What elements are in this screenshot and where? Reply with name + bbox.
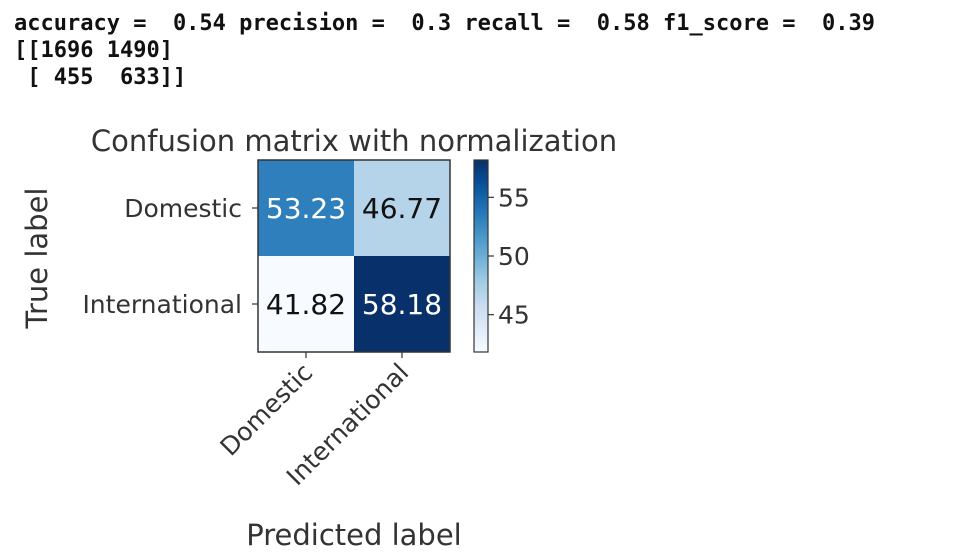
y-tick-labels: Domestic International [82, 194, 258, 319]
y-tick-label: International [82, 290, 242, 319]
matrix-border [257, 159, 451, 353]
x-tick-label: Domestic [214, 358, 318, 462]
y-axis-label: True label [20, 188, 54, 330]
cell-value-label: 58.18 [362, 288, 442, 321]
cell-value-label: 46.77 [362, 192, 442, 225]
matrix-line-1: [[1696 1490] [14, 38, 173, 63]
cell-value-label: 53.23 [266, 192, 346, 225]
colorbar: 45 50 55 [473, 159, 530, 353]
matrix-line-2: [ 455 633]] [14, 65, 187, 90]
y-tick-label: Domestic [124, 194, 242, 223]
colorbar-tick-label: 55 [498, 183, 530, 212]
colorbar-ticks: 45 50 55 [488, 183, 530, 330]
heatmap-cell [354, 256, 450, 352]
heatmap-cell-labels: 53.23 46.77 41.82 58.18 [266, 192, 442, 321]
colorbar-tick-label: 50 [498, 242, 530, 271]
heatmap-cell [354, 160, 450, 256]
heatmap-cell [258, 256, 354, 352]
console-output: accuracy = 0.54 precision = 0.3 recall =… [14, 10, 875, 91]
heatmap-cells [258, 160, 450, 352]
heatmap-cell [258, 160, 354, 256]
colorbar-tick-label: 45 [498, 301, 530, 330]
x-axis-label: Predicted label [246, 518, 462, 552]
cell-value-label: 41.82 [266, 288, 346, 321]
metrics-line: accuracy = 0.54 precision = 0.3 recall =… [14, 11, 875, 36]
chart-title: Confusion matrix with normalization [91, 124, 617, 158]
colorbar-gradient [473, 159, 489, 353]
